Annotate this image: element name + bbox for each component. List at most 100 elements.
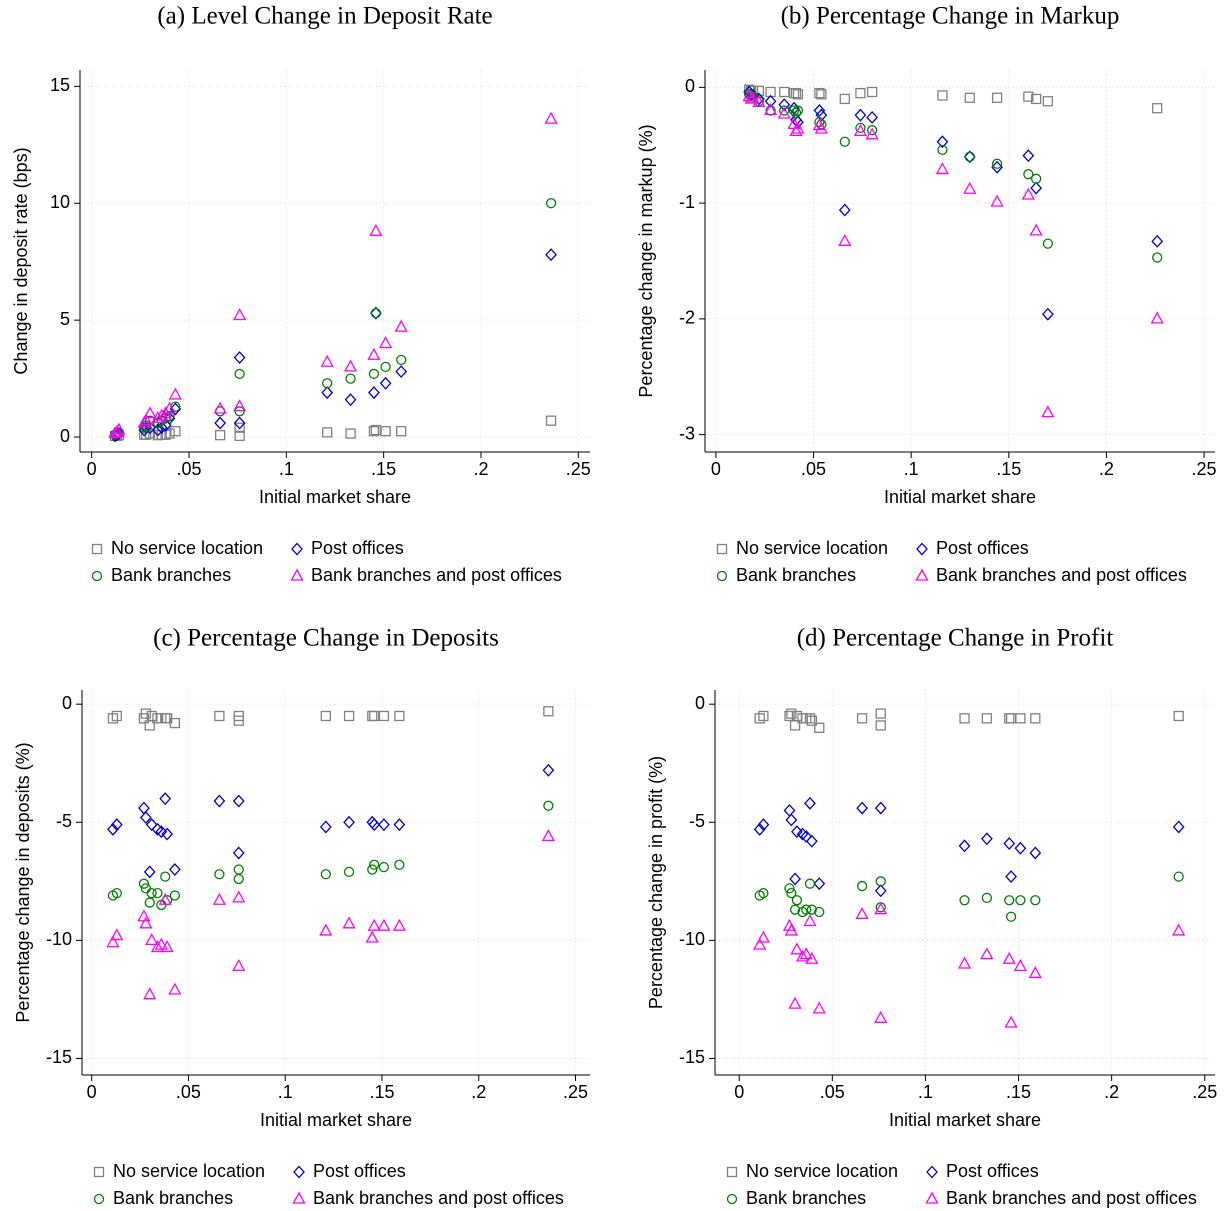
data-point [1030,713,1041,724]
data-point [801,904,812,915]
data-point [778,98,791,112]
data-point [758,887,769,899]
x-tick-label: .05 [801,459,826,479]
data-point [814,906,825,918]
data-point [112,422,126,435]
data-point [866,125,878,136]
x-tick-label: 0 [87,459,97,479]
x-tick-label: .1 [918,1082,933,1102]
data-point [545,248,557,262]
data-point [344,393,357,407]
data-point [1030,181,1043,195]
chart-title: (a) Level Change in Deposit Rate [157,3,492,30]
data-point [232,890,246,903]
data-point [233,873,244,885]
data-point [322,427,333,438]
data-point [790,88,802,99]
legend-marker [93,1166,105,1178]
data-point [806,715,817,726]
legend-marker [91,543,103,555]
data-point [144,897,155,908]
data-point [799,947,813,960]
data-point [786,708,797,719]
data-point [789,872,801,886]
data-point [343,815,355,829]
y-tick-label: -1 [679,192,695,212]
data-point [1022,149,1035,163]
legend-marker [292,1191,306,1204]
data-point [815,108,828,122]
x-tick-label: .1 [278,1082,293,1102]
data-point [1021,187,1035,200]
data-point [168,982,182,995]
data-point [1004,1015,1018,1028]
data-point [805,834,818,848]
data-point [981,832,993,846]
data-point [854,108,867,122]
data-point [875,708,886,719]
data-point [746,91,760,104]
legend-marker [93,1193,105,1205]
legend-label: Bank branches [736,565,856,585]
data-point [345,428,356,439]
data-point [233,351,246,365]
data-point [368,386,380,400]
data-point [378,861,390,873]
legend-marker [726,1166,738,1178]
data-point [369,859,380,870]
data-point [160,940,174,953]
data-point [140,708,152,719]
data-point [232,846,245,860]
data-point [396,426,407,437]
data-point [791,825,803,839]
data-point [800,829,813,843]
data-point [816,89,827,100]
data-point [805,951,819,964]
data-point [838,233,852,246]
data-point [154,937,168,950]
y-tick-label: -3 [679,423,695,443]
data-point [139,916,153,929]
data-point [875,720,886,731]
data-point [806,904,817,915]
data-point [856,880,868,892]
legend-marker [293,1165,305,1179]
data-point [393,818,406,832]
legend-label: No service location [113,1161,265,1181]
data-point [839,136,850,147]
legend-label: No service location [736,538,888,558]
data-point [379,376,392,390]
data-point [107,822,119,836]
x-tick-label: 0 [711,459,721,479]
data-point [804,713,816,724]
data-point [146,710,157,722]
x-tick-label: .1 [904,459,919,479]
data-point [139,413,153,426]
data-point [144,421,156,435]
data-point [803,914,817,927]
y-tick-label: -15 [46,1047,72,1067]
data-point [378,818,390,832]
data-point [791,121,805,134]
data-point [542,763,555,777]
data-point [991,92,1003,103]
data-point [170,426,181,437]
data-point [784,710,795,722]
x-tick-label: .15 [996,459,1021,479]
data-point [214,710,225,722]
data-point [367,918,381,931]
data-point [162,401,177,414]
data-point [785,813,798,827]
data-point [855,88,866,99]
data-point [814,722,825,733]
data-point [370,424,382,436]
data-point [874,801,887,815]
x-tick-label: .25 [1192,459,1217,479]
legend-label: Bank branches and post offices [313,1188,564,1208]
data-point [874,884,887,898]
data-point [1005,870,1017,884]
data-point [753,822,766,836]
data-point [160,871,171,882]
legend-marker [716,543,728,555]
data-point [1002,951,1016,964]
